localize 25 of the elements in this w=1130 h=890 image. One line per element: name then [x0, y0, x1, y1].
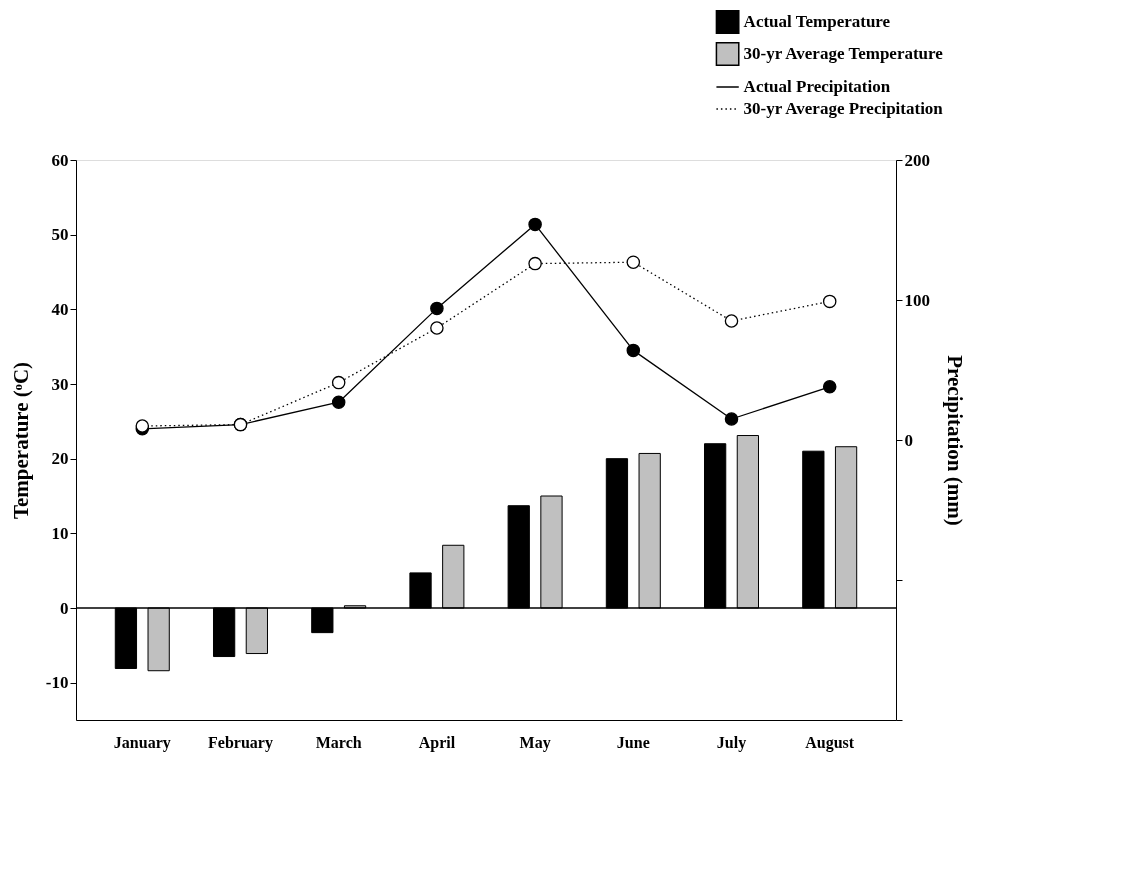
y-tick-label: 60	[51, 150, 69, 170]
y-tick-label: -10	[45, 673, 69, 693]
y2-tick-label: 100	[904, 290, 930, 310]
y2-tick-label: 200	[904, 150, 930, 170]
y-tick-label: 0	[60, 598, 69, 618]
x-tick-label: January	[113, 733, 171, 752]
x-tick-label: May	[519, 733, 551, 752]
y-axis-title: Temperature (ᵒC)	[8, 361, 33, 520]
x-tick-label: April	[418, 733, 456, 752]
legend-label: Actual Temperature	[743, 12, 891, 31]
y-tick-label: 10	[51, 523, 69, 543]
y2-tick-label: 0	[904, 430, 913, 450]
y-tick-label: 20	[51, 449, 69, 469]
legend-label: 30-yr Average Precipitation	[743, 99, 944, 118]
x-tick-label: March	[315, 733, 362, 751]
y-tick-label: 40	[51, 299, 69, 319]
x-tick-label: July	[716, 733, 747, 752]
legend-label: 30-yr Average Temperature	[743, 44, 944, 63]
x-tick-label: June	[616, 733, 650, 751]
x-tick-label: February	[208, 733, 273, 752]
x-tick-label: August	[805, 733, 855, 752]
y-tick-label: 50	[51, 225, 69, 245]
y2-axis-title: Precipitation (mm)	[943, 355, 967, 526]
legend-label: Actual Precipitation	[743, 77, 891, 96]
y-tick-label: 30	[51, 374, 69, 394]
